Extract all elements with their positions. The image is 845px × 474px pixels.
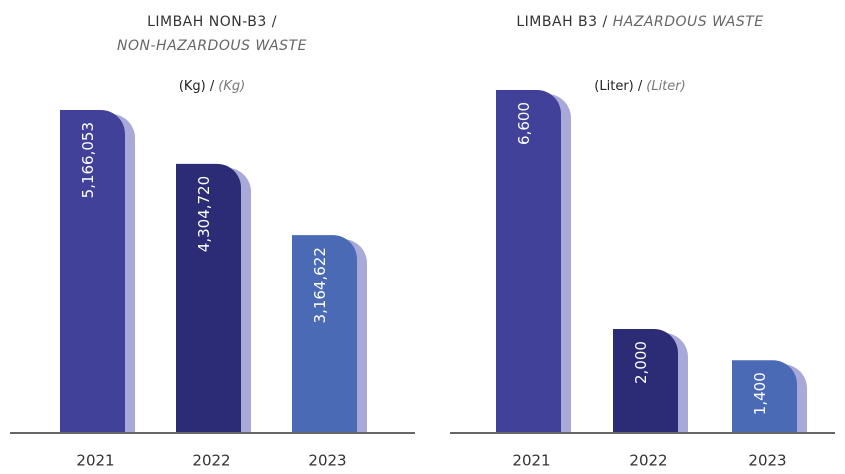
bar <box>613 329 678 433</box>
value-label: 5,166,053 <box>79 122 97 198</box>
unit-translation: (Kg) <box>218 79 245 94</box>
x-tick-label: 2023 <box>308 452 346 470</box>
x-tick-label: 2021 <box>512 452 550 470</box>
bar <box>292 235 357 433</box>
value-label: 2,000 <box>632 341 650 384</box>
bar <box>176 163 241 433</box>
unit: (Liter) / <box>594 79 643 94</box>
value-label: 1,400 <box>751 372 769 415</box>
chart-title: LIMBAH B3 / <box>516 14 607 30</box>
unit-translation: (Liter) <box>646 79 685 94</box>
x-tick-label: 2022 <box>629 452 667 470</box>
x-tick-label: 2022 <box>192 452 230 470</box>
bar <box>496 90 561 433</box>
unit: (Kg) / <box>179 79 215 94</box>
bar <box>60 110 125 433</box>
chart-title-line: LIMBAH B3 / HAZARDOUS WASTE <box>516 14 763 30</box>
chart-title: LIMBAH NON-B3 / <box>147 14 277 30</box>
chart-subtitle: HAZARDOUS WASTE <box>613 14 764 30</box>
unit-line: (Kg) / (Kg) <box>179 79 245 94</box>
value-label: 6,600 <box>515 102 533 145</box>
x-tick-label: 2023 <box>748 452 786 470</box>
value-label: 4,304,720 <box>195 176 213 252</box>
x-tick-label: 2021 <box>76 452 114 470</box>
chart-subtitle: NON-HAZARDOUS WASTE <box>117 38 307 54</box>
value-label: 3,164,622 <box>311 247 329 323</box>
bar <box>732 360 797 433</box>
unit-line: (Liter) / (Liter) <box>594 79 685 94</box>
